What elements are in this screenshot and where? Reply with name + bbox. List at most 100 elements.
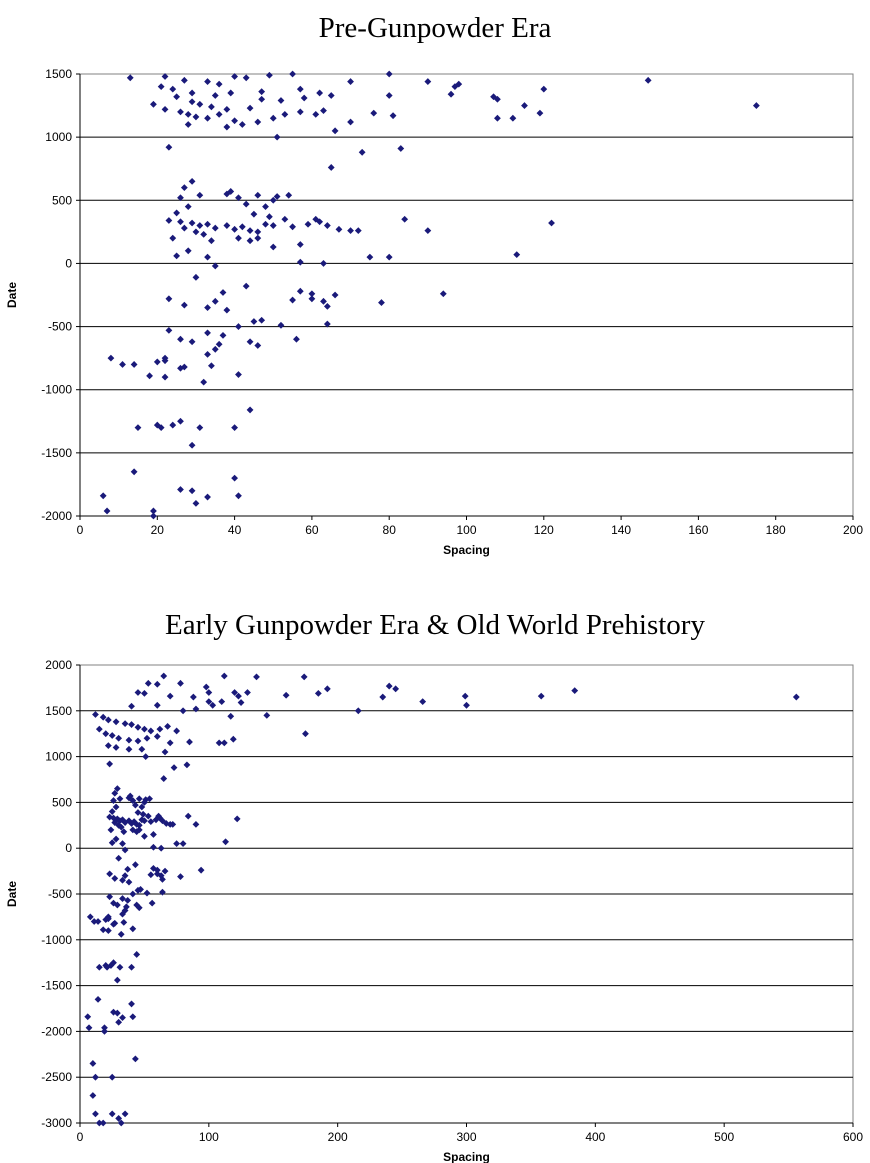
data-point bbox=[177, 108, 184, 116]
data-point bbox=[289, 70, 296, 78]
data-point bbox=[160, 672, 168, 680]
y-tick-label: -2500 bbox=[41, 1070, 72, 1084]
data-point bbox=[331, 291, 339, 299]
data-point bbox=[134, 723, 142, 731]
data-point bbox=[192, 228, 200, 236]
data-point bbox=[111, 875, 119, 882]
data-point bbox=[347, 78, 354, 85]
data-point bbox=[242, 282, 250, 290]
data-point bbox=[204, 329, 211, 337]
data-point bbox=[161, 748, 169, 756]
data-point bbox=[135, 795, 143, 803]
data-point bbox=[231, 474, 238, 482]
data-point bbox=[222, 838, 229, 846]
data-point bbox=[106, 760, 114, 768]
data-point bbox=[211, 262, 219, 270]
data-point bbox=[231, 73, 238, 80]
data-point bbox=[135, 904, 143, 912]
x-tick-label: 200 bbox=[328, 1130, 348, 1144]
data-point bbox=[192, 113, 200, 121]
data-point bbox=[300, 94, 308, 102]
data-point bbox=[235, 234, 242, 242]
data-point bbox=[111, 819, 119, 826]
data-point bbox=[126, 74, 134, 82]
data-point bbox=[235, 371, 242, 378]
data-point bbox=[128, 721, 135, 728]
data-point bbox=[147, 818, 155, 826]
data-point bbox=[200, 230, 208, 238]
data-point bbox=[223, 190, 231, 198]
data-point bbox=[447, 90, 455, 98]
x-tick-label: 100 bbox=[199, 1130, 219, 1144]
y-tick-label: 1500 bbox=[45, 704, 72, 718]
data-point bbox=[111, 789, 119, 797]
y-tick-label: -2000 bbox=[41, 509, 72, 523]
data-point bbox=[169, 820, 177, 828]
data-point bbox=[180, 184, 188, 192]
data-point bbox=[99, 713, 107, 721]
data-point bbox=[150, 507, 157, 515]
data-point bbox=[218, 698, 226, 706]
data-point bbox=[129, 797, 137, 804]
data-point bbox=[204, 220, 211, 228]
data-point bbox=[107, 354, 115, 362]
data-point bbox=[112, 744, 120, 751]
data-point bbox=[108, 808, 116, 815]
data-point bbox=[169, 85, 177, 93]
data-point bbox=[215, 80, 223, 88]
data-point bbox=[188, 487, 196, 495]
data-point bbox=[177, 364, 184, 372]
data-point bbox=[192, 705, 200, 713]
data-point bbox=[128, 1000, 135, 1008]
data-point bbox=[335, 225, 343, 233]
data-point bbox=[285, 191, 293, 199]
data-point bbox=[169, 421, 177, 429]
y-tick-label: 2000 bbox=[45, 658, 72, 672]
data-point bbox=[401, 215, 409, 223]
data-point bbox=[188, 338, 196, 346]
data-point bbox=[117, 823, 125, 831]
data-point bbox=[153, 701, 161, 709]
data-point bbox=[197, 866, 205, 874]
data-point bbox=[129, 925, 137, 933]
data-point bbox=[141, 799, 148, 806]
data-point bbox=[327, 164, 335, 171]
data-point bbox=[99, 492, 107, 500]
data-point bbox=[188, 98, 196, 106]
data-point bbox=[223, 222, 231, 229]
data-point bbox=[115, 1018, 123, 1026]
data-point bbox=[223, 123, 231, 131]
data-point bbox=[644, 76, 652, 84]
data-point bbox=[117, 930, 125, 938]
data-point bbox=[180, 363, 188, 371]
data-point bbox=[296, 258, 304, 266]
data-point bbox=[129, 1013, 137, 1021]
data-point bbox=[157, 83, 165, 91]
data-point bbox=[156, 814, 164, 822]
data-point bbox=[134, 689, 142, 696]
data-point bbox=[161, 357, 169, 365]
data-point bbox=[250, 210, 258, 218]
data-point bbox=[548, 219, 555, 227]
data-point bbox=[131, 1055, 139, 1063]
data-point bbox=[119, 840, 126, 848]
data-point bbox=[204, 114, 211, 122]
data-point bbox=[110, 814, 117, 822]
data-point bbox=[308, 295, 316, 303]
data-point bbox=[161, 373, 169, 381]
data-point bbox=[192, 820, 200, 828]
data-point bbox=[113, 976, 121, 984]
data-point bbox=[106, 870, 114, 878]
data-point bbox=[235, 692, 242, 700]
data-point bbox=[235, 492, 242, 500]
data-point bbox=[144, 679, 152, 687]
data-point bbox=[752, 102, 760, 109]
data-point bbox=[792, 693, 800, 701]
data-point bbox=[184, 812, 192, 820]
data-point bbox=[186, 738, 193, 746]
data-point bbox=[119, 910, 126, 918]
data-point bbox=[289, 296, 296, 304]
data-point bbox=[173, 209, 181, 217]
data-point bbox=[300, 673, 308, 681]
data-point bbox=[141, 832, 148, 840]
